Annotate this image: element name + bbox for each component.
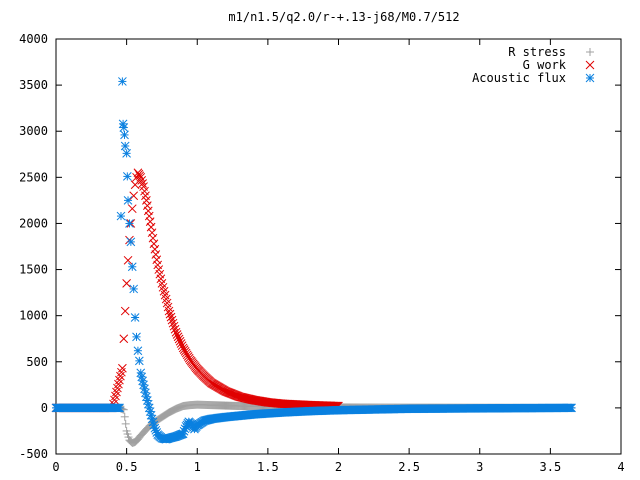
y-tick-label: 2500 [19,170,48,184]
data-point [145,217,155,226]
data-point [175,336,185,346]
x-axis: 0 0.5 1 1.5 2 2.5 3 3.5 4 [52,39,625,474]
plot-frame [55,38,622,455]
x-tick-label: 2.5 [398,460,420,474]
legend-label: Acoustic flux [472,71,566,85]
series-g-work [51,168,343,413]
data-point [149,239,159,249]
data-point [172,330,182,339]
y-tick-label: 1500 [19,263,48,277]
x-tick-label: 1 [194,460,201,474]
x-tick-label: 0.5 [116,460,138,474]
legend-marker [585,60,595,70]
data-point [148,233,158,243]
data-point [127,204,137,214]
data-point [122,279,131,288]
data-point [118,363,127,373]
y-tick-label: -500 [19,447,48,461]
data-point [170,324,180,334]
data-point [120,412,129,421]
data-point [165,309,175,319]
y-axis: -500 0 500 1000 1500 2000 2500 3000 3500 4000 [19,32,621,461]
data-point [138,179,147,188]
y-tick-label: 3500 [19,78,48,92]
x-tick-label: 0 [52,460,59,474]
data-point [125,219,134,228]
data-point [116,211,126,221]
data-point [137,176,147,185]
data-point [120,130,129,140]
y-tick-label: 500 [26,355,48,369]
data-point [151,250,161,259]
x-tick-label: 1.5 [257,460,279,474]
data-point [142,196,151,205]
y-tick-label: 4000 [19,32,48,46]
data-point [130,313,140,322]
data-point [120,306,130,316]
data-point [129,284,139,294]
data-point [115,403,124,413]
data-point [567,403,576,413]
x-tick-label: 4 [617,460,624,474]
y-tick-label: 1000 [19,309,48,323]
data-point [136,172,146,182]
y-tick-label: 3000 [19,124,48,138]
data-point [119,334,129,344]
data-point [122,172,132,181]
data-point [122,149,131,158]
data-point [164,306,174,316]
data-point [166,312,176,322]
data-point [127,262,137,272]
data-point [173,332,183,342]
legend-label: R stress [508,45,566,59]
data-point [176,339,186,348]
data-point [169,321,179,331]
data-point [129,191,139,201]
data-point [144,211,154,221]
x-tick-label: 3 [476,460,483,474]
legend-marker [586,48,594,56]
data-point [134,356,144,366]
x-tick-label: 3.5 [540,460,562,474]
data-point [174,334,184,344]
data-point [150,244,160,254]
series-acoustic-flux [51,77,576,444]
data-point [126,237,136,247]
data-point [168,318,178,328]
chart-title: m1/n1.5/q2.0/r-+.13-j68/M0.7/512 [228,10,459,24]
data-point [132,332,141,342]
data-point [123,255,133,265]
data-point [118,77,127,86]
legend-label: G work [523,58,567,72]
data-point [133,346,143,356]
data-point [146,222,156,232]
data-point [147,228,157,238]
legend-marker [585,73,595,83]
data-point [121,419,130,428]
data-point [120,141,130,151]
data-point [142,201,152,210]
data-point [152,255,162,265]
y-tick-label: 0 [41,401,48,415]
data-point [123,196,133,205]
data-point [130,180,140,190]
x-tick-label: 2 [335,460,342,474]
y-tick-label: 2000 [19,216,48,230]
data-point [119,123,129,132]
data-point [167,315,177,325]
series-layer [51,77,576,447]
data-point [143,206,153,216]
data-point [171,327,181,337]
